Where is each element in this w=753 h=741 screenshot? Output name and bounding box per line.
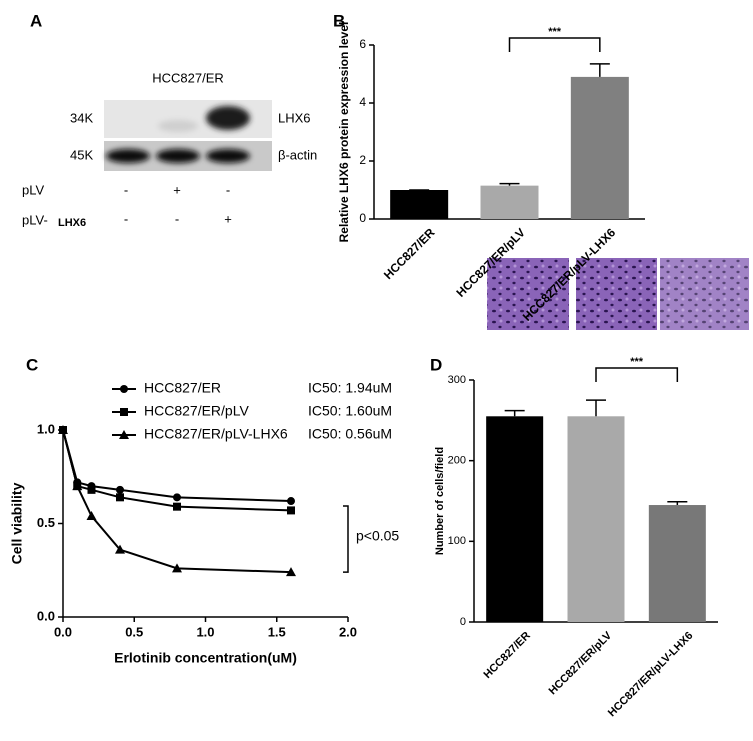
marker: [86, 511, 97, 521]
series-line: [62, 429, 292, 574]
significance-bracket: [595, 367, 679, 382]
marker: [173, 502, 181, 511]
marker: [87, 485, 96, 494]
x-tick-label: HCC827/ER/pLV: [547, 629, 615, 697]
y-tick-label: 300: [448, 374, 466, 386]
y-axis-label: Relative LHX6 protein expression level: [337, 22, 351, 243]
cell-image: [660, 258, 749, 330]
condition-label: pLV: [22, 182, 44, 197]
significance-bracket: [343, 505, 349, 573]
y-tick-label: 0.5: [37, 515, 55, 530]
y-tick-label: 100: [448, 535, 466, 547]
x-tick-label: 1.0: [196, 624, 214, 639]
error-bar: [504, 409, 525, 417]
marker: [286, 567, 296, 577]
x-tick-label: HCC827/ER/pLV-LHX6: [606, 630, 696, 720]
band: [206, 149, 250, 163]
x-tick-label: 2.0: [339, 624, 357, 639]
band: [158, 120, 198, 132]
x-tick-label: 0.0: [54, 624, 72, 639]
western-blot: HCC827/ER 34K LHX6 45K β-actin pLV - + -…: [22, 70, 317, 228]
significance-label: ***: [548, 26, 562, 38]
band: [106, 149, 150, 163]
band: [156, 149, 200, 163]
y-tick-label: 1.0: [37, 421, 55, 436]
marker: [116, 493, 124, 502]
marker: [173, 493, 181, 502]
panel-label: A: [30, 11, 42, 30]
y-tick-label: 2: [359, 153, 366, 167]
marker: [287, 506, 295, 515]
error-bar: [499, 182, 520, 186]
panel-label: D: [430, 355, 442, 374]
bar: [567, 416, 625, 622]
y-tick-label: 0.0: [37, 608, 55, 623]
y-axis-label: Number of cells/field: [434, 447, 446, 555]
sign: -: [175, 211, 179, 226]
band: [206, 106, 250, 130]
legend-label: HCC827/ER: [144, 380, 221, 396]
annotation: IC50: 1.60uM: [308, 403, 392, 419]
x-axis-label: Erlotinib concentration(uM): [114, 650, 297, 666]
bar: [486, 416, 544, 622]
band-label: LHX6: [278, 110, 311, 125]
bar: [648, 505, 706, 622]
significance-bracket: [508, 37, 601, 52]
marker: [119, 430, 129, 439]
y-axis-label: Cell viability: [9, 482, 25, 564]
sign: +: [173, 182, 181, 197]
marker: [287, 497, 295, 506]
x-tick-label: HCC827/ER: [381, 225, 438, 282]
error-bar: [589, 63, 610, 77]
bar: [390, 190, 449, 219]
annotation: IC50: 0.56uM: [308, 426, 392, 442]
mw-label: 45K: [70, 147, 93, 162]
sign: -: [124, 182, 128, 197]
cell-image: [487, 258, 569, 330]
marker: [115, 544, 125, 554]
significance-label: ***: [630, 356, 644, 368]
y-tick-label: 200: [448, 455, 466, 467]
error-bar: [667, 501, 688, 506]
band-label: β-actin: [278, 147, 317, 162]
x-tick-label: 0.5: [125, 624, 143, 639]
marker: [172, 563, 182, 573]
significance-label: p<0.05: [356, 527, 399, 543]
bar: [480, 185, 539, 219]
x-tick-label: HCC827/ER: [482, 630, 533, 681]
sign: -: [226, 182, 230, 197]
condition-label: pLV-: [22, 212, 48, 227]
marker: [72, 481, 83, 491]
bar: [570, 76, 629, 220]
annotation: IC50: 1.94uM: [308, 380, 392, 396]
sign: -: [124, 211, 128, 226]
panel-label: C: [26, 355, 38, 374]
marker: [116, 485, 124, 494]
legend-label: HCC827/ER/pLV: [144, 403, 249, 419]
marker: [120, 408, 128, 416]
sign: +: [224, 211, 232, 226]
condition-suffix: LHX6: [58, 217, 86, 229]
marker: [120, 385, 128, 393]
mw-label: 34K: [70, 110, 93, 125]
y-tick-label: 0: [460, 616, 466, 628]
panel-label: B: [333, 11, 345, 30]
blot-title: HCC827/ER: [152, 70, 224, 85]
y-tick-label: 4: [359, 95, 366, 109]
error-bar: [586, 399, 606, 417]
y-tick-label: 0: [359, 211, 366, 225]
cell-image: [576, 258, 657, 330]
marker: [58, 425, 68, 434]
x-tick-label: 1.5: [268, 624, 286, 639]
legend-label: HCC827/ER/pLV-LHX6: [144, 426, 288, 442]
y-tick-label: 6: [359, 37, 366, 51]
